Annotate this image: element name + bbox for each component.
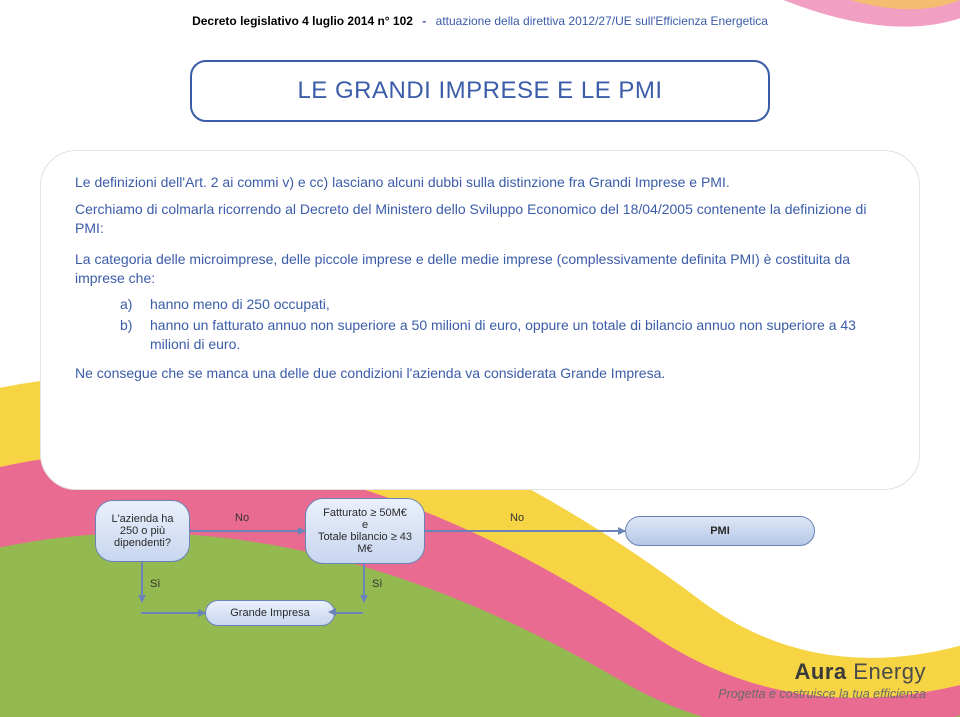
- arrow-1: [190, 530, 305, 532]
- footer: Aura Energy Progetta e costruisce la tua…: [718, 659, 926, 701]
- arrow-4: [363, 564, 365, 602]
- flow-node-employees-label: L'azienda ha 250 o più dipendenti?: [102, 513, 183, 549]
- paragraph-intro-1: Le definizioni dell'Art. 2 ai commi v) e…: [75, 173, 885, 192]
- list-label-a: a): [120, 295, 150, 314]
- flow-node-pmi: PMI: [625, 516, 815, 546]
- footer-logo-2: Energy: [847, 659, 926, 684]
- arrow-5: [141, 612, 205, 614]
- list-label-b: b): [120, 316, 150, 354]
- header-right: attuazione della direttiva 2012/27/UE su…: [436, 14, 768, 28]
- title-box: LE GRANDI IMPRESE E LE PMI: [190, 60, 770, 122]
- flow-node-turnover: Fatturato ≥ 50M€ e Totale bilancio ≥ 43 …: [305, 498, 425, 564]
- flow-node-grande-impresa: Grande Impresa: [205, 600, 335, 626]
- arrow-3: [141, 562, 143, 602]
- edge-si-1: Sì: [150, 578, 160, 590]
- paragraph-conclusion: Ne consegue che se manca una delle due c…: [75, 364, 885, 383]
- flow-node-employees: L'azienda ha 250 o più dipendenti?: [95, 500, 190, 562]
- definition-list: a) hanno meno di 250 occupati, b) hanno …: [120, 295, 885, 354]
- flow-node-turnover-label: Fatturato ≥ 50M€ e Totale bilancio ≥ 43 …: [312, 507, 418, 555]
- footer-logo: Aura Energy: [718, 659, 926, 685]
- arrow-6-head: [328, 608, 336, 616]
- paragraph-intro-2: Cerchiamo di colmarla ricorrendo al Decr…: [75, 200, 885, 238]
- flowchart: L'azienda ha 250 o più dipendenti? No Fa…: [95, 500, 865, 630]
- page-header: Decreto legislativo 4 luglio 2014 n° 102…: [0, 14, 960, 28]
- arrow-6-line: [335, 612, 363, 614]
- list-item-b: hanno un fatturato annuo non superiore a…: [150, 316, 885, 354]
- footer-tagline: Progetta e costruisce la tua efficienza: [718, 687, 926, 701]
- flow-node-grande-impresa-label: Grande Impresa: [230, 607, 309, 619]
- arrow-2: [425, 530, 625, 532]
- edge-no-2: No: [510, 512, 524, 524]
- page-title: LE GRANDI IMPRESE E LE PMI: [297, 77, 662, 105]
- content-card: Le definizioni dell'Art. 2 ai commi v) e…: [40, 150, 920, 490]
- edge-si-2: Sì: [372, 578, 382, 590]
- footer-logo-1: Aura: [795, 659, 847, 684]
- edge-no-1: No: [235, 512, 249, 524]
- paragraph-definition: La categoria delle microimprese, delle p…: [75, 250, 885, 288]
- header-dash: -: [422, 14, 426, 28]
- list-item-a: hanno meno di 250 occupati,: [150, 295, 330, 314]
- flow-node-pmi-label: PMI: [710, 525, 730, 537]
- header-left: Decreto legislativo 4 luglio 2014 n° 102: [192, 14, 413, 28]
